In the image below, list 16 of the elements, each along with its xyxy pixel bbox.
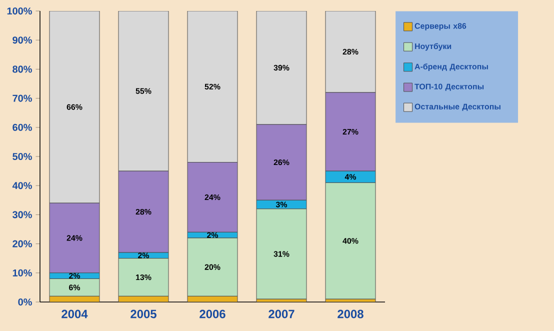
y-tick-label: 100% [7, 7, 32, 15]
y-tick-label: 20% [12, 240, 32, 248]
y-tick-label: 40% [12, 182, 32, 190]
y-tick-label: 70% [12, 94, 32, 102]
x-tick-label: 2005 [130, 310, 156, 318]
y-tick-label: 50% [12, 152, 32, 160]
x-tick-label: 2008 [338, 310, 364, 318]
x-tick-label: 2007 [268, 310, 294, 318]
x-tick-label: 2006 [200, 310, 226, 318]
x-tick-label: 2004 [62, 310, 88, 318]
y-tick-label: 10% [12, 269, 32, 276]
y-tick-label: 60% [12, 124, 32, 131]
y-tick-label: 80% [12, 66, 32, 73]
y-tick-label: 30% [12, 211, 32, 218]
y-tick-label: 0% [18, 298, 32, 306]
y-tick-label: 90% [12, 36, 32, 44]
